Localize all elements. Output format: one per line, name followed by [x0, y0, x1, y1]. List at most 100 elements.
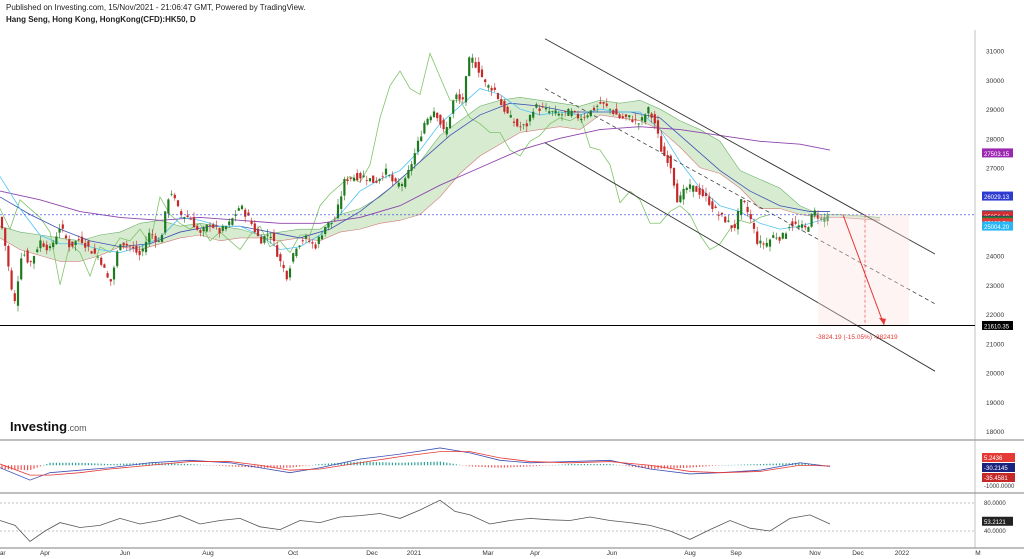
macd-histogram-bar [388, 462, 390, 466]
candle-body [688, 184, 692, 189]
macd-histogram-bar [222, 465, 224, 467]
candle-body [314, 244, 317, 249]
candle-body [701, 189, 704, 197]
candle-body [253, 223, 256, 233]
candle-body [464, 76, 468, 103]
candle-body [96, 256, 100, 258]
y-tick-label: 18000 [986, 429, 1004, 436]
candle-body [768, 239, 772, 247]
candle-body [77, 238, 80, 240]
measure-arrowhead [879, 317, 886, 325]
candle-body [112, 267, 116, 280]
candle-body [343, 179, 346, 196]
macd-histogram-bar [759, 464, 761, 466]
macd-histogram-bar [235, 465, 237, 467]
candle-body [634, 119, 637, 121]
candle-body [295, 248, 298, 257]
macd-histogram-bar [347, 462, 349, 466]
candle-body [362, 175, 365, 178]
macd-histogram-bar [295, 465, 297, 467]
macd-histogram-bar [484, 465, 486, 468]
macd-histogram-bar [753, 464, 755, 466]
candle-body [496, 93, 500, 99]
candle-body [333, 220, 336, 222]
candle-body [820, 218, 823, 220]
candle-body [90, 251, 93, 254]
logo-suffix: .com [67, 423, 87, 433]
macd-histogram-bar [411, 462, 413, 466]
lagging-span-line [0, 52, 771, 285]
candle-body [208, 225, 212, 227]
macd-histogram-bar [103, 463, 105, 466]
cloud-segment [380, 179, 400, 224]
candle-body [650, 113, 653, 118]
candle-body [532, 111, 535, 118]
price-label-bg [982, 211, 1013, 221]
macd-histogram-bar [654, 465, 656, 469]
y-tick-label: 23000 [986, 283, 1004, 290]
y-tick-label: 31000 [986, 49, 1004, 56]
candle-body [618, 114, 621, 119]
candle-body [756, 231, 759, 244]
rsi-value-label: 40.0000 [984, 529, 1006, 535]
candle-body [202, 227, 205, 232]
candle-body [586, 115, 589, 118]
candle-body [141, 248, 144, 252]
candle-body [717, 214, 720, 216]
candle-body [557, 113, 560, 116]
candle-body [263, 236, 266, 243]
macd-histogram-bar [385, 462, 387, 466]
candle-body [676, 183, 679, 203]
macd-histogram-bar [510, 465, 512, 468]
candle-body [205, 224, 208, 232]
macd-histogram-bar [516, 465, 518, 468]
candle-body [23, 254, 26, 256]
macd-histogram-bar [401, 462, 403, 466]
x-tick-label: Dec [852, 550, 864, 557]
candle-body [740, 199, 743, 215]
macd-histogram-bar [798, 462, 800, 466]
candle-body [772, 235, 775, 238]
macd-histogram-bar [187, 463, 189, 466]
candle-body [285, 270, 288, 280]
candle-body [727, 220, 730, 222]
cloud-segment [740, 170, 760, 209]
macd-histogram-bar [33, 465, 35, 469]
macd-histogram-bar [449, 463, 451, 466]
candle-body [522, 124, 525, 126]
candle-body [292, 253, 295, 262]
candle-body [484, 79, 487, 83]
macd-histogram-bar [132, 463, 134, 466]
macd-histogram-bar [78, 462, 80, 466]
y-tick-label: 22000 [986, 312, 1004, 319]
macd-histogram-bar [148, 462, 150, 466]
candle-body [784, 233, 788, 239]
price-label-bg [982, 320, 1013, 330]
macd-histogram-bar [529, 465, 531, 467]
macd-histogram-bar [481, 465, 483, 467]
cloud-segment [840, 214, 860, 219]
candle-body [621, 116, 624, 119]
macd-histogram-bar [603, 464, 605, 466]
candle-body [538, 108, 541, 111]
candle-body [359, 173, 362, 179]
macd-histogram-bar [55, 462, 57, 466]
candle-body [525, 123, 528, 127]
candle-body [429, 116, 432, 121]
macd-histogram-bar [257, 465, 259, 468]
candle-body [404, 178, 407, 187]
candle-body [679, 195, 682, 203]
cloud-segment [360, 196, 380, 230]
candle-body [448, 116, 452, 129]
candle-body [116, 251, 119, 267]
candle-body [660, 136, 663, 152]
candle-body [733, 224, 736, 228]
macd-histogram-bar [193, 464, 195, 466]
x-tick-label: Aug [202, 550, 214, 557]
candle-body [823, 217, 826, 222]
macd-histogram-bar [686, 465, 688, 468]
price-label-bg [982, 191, 1013, 201]
candle-body [231, 218, 234, 225]
candle-body [762, 243, 765, 245]
